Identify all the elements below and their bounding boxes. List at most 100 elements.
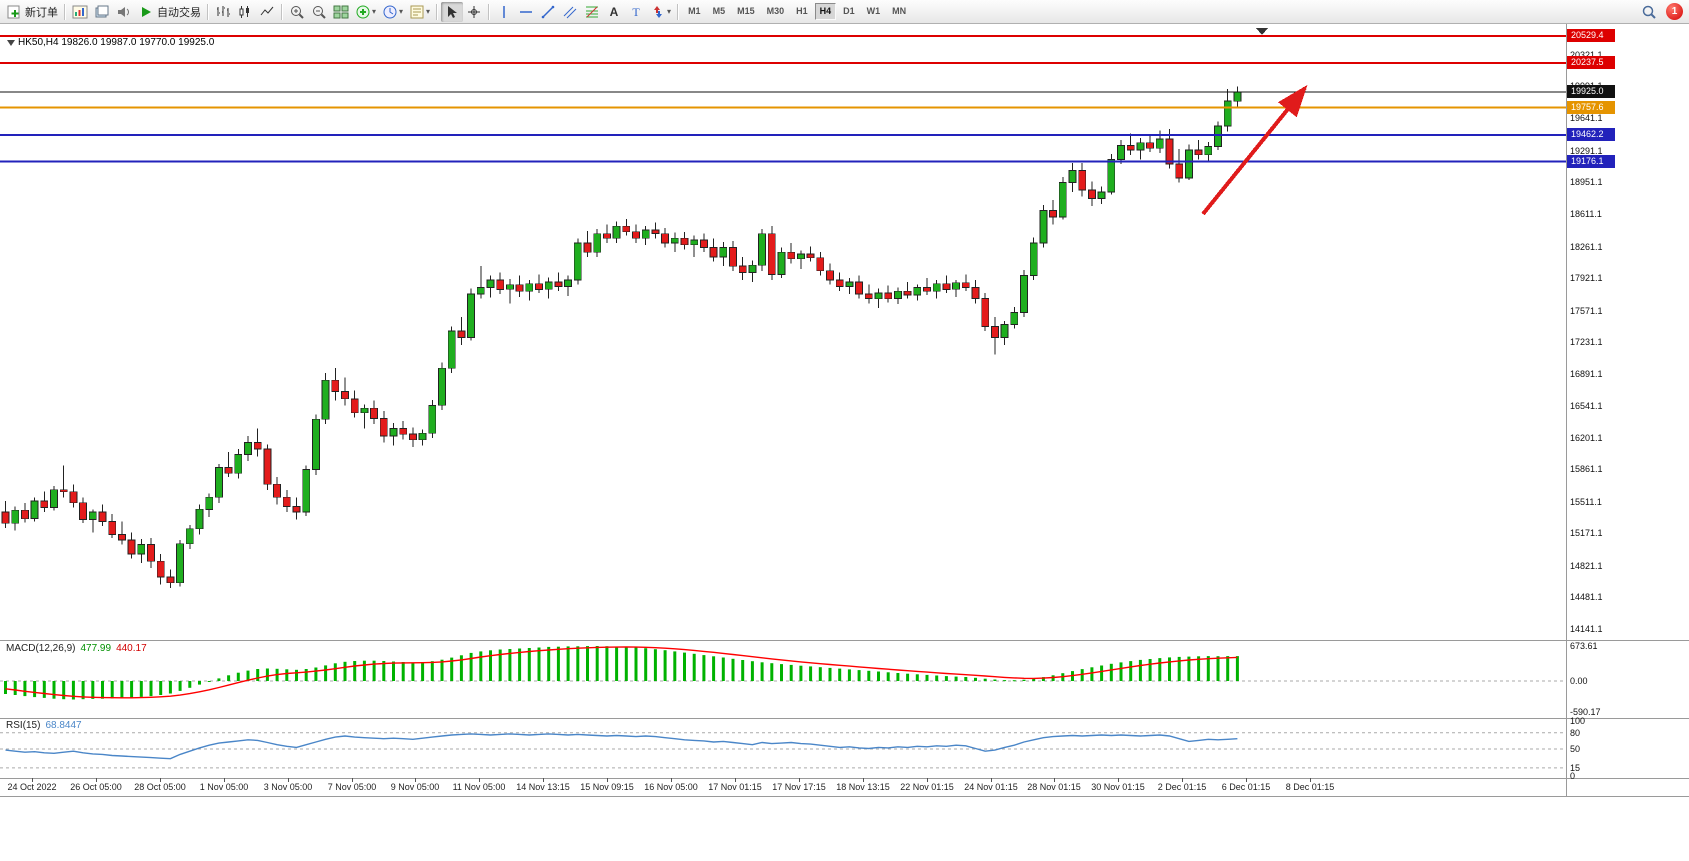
time-axis-tick — [1182, 778, 1183, 782]
candle-body — [1175, 163, 1184, 179]
macd-histogram-bar — [974, 677, 977, 681]
templates-button[interactable]: ▾ — [406, 2, 433, 22]
price-axis-label: 19291.1 — [1570, 146, 1603, 156]
candle-body — [1146, 142, 1154, 149]
price-tag-19925.0: 19925.0 — [1567, 85, 1615, 98]
sound-button[interactable] — [113, 2, 135, 22]
rsi-indicator-pane[interactable] — [0, 719, 1566, 778]
candlestick-chart-button[interactable] — [234, 2, 256, 22]
symbol-marker-icon — [7, 40, 15, 46]
macd-histogram-bar — [673, 651, 677, 681]
macd-histogram-bar — [702, 655, 706, 681]
new-order-button[interactable]: 新订单 — [3, 2, 61, 22]
macd-histogram-bar — [692, 653, 696, 681]
dropdown-arrow-icon[interactable]: ▾ — [372, 7, 377, 16]
charts-window-button[interactable] — [69, 2, 91, 22]
macd-histogram-bar — [1197, 656, 1201, 681]
price-axis-label: 19641.1 — [1570, 113, 1603, 123]
candle-body — [1155, 138, 1164, 149]
tile-windows-button[interactable] — [330, 2, 352, 22]
candle-body — [50, 489, 58, 508]
candle-body — [525, 283, 534, 292]
macd-histogram-bar — [314, 667, 318, 681]
macd-histogram-bar — [721, 657, 725, 681]
macd-histogram-bar — [653, 649, 657, 681]
search-icon[interactable] — [1641, 4, 1657, 20]
timeframe-button-m5[interactable]: M5 — [712, 6, 726, 16]
profiles-button[interactable] — [91, 2, 113, 22]
candle-body — [457, 330, 466, 339]
price-chart-pane[interactable] — [0, 24, 1566, 640]
timeframe-button-w1[interactable]: W1 — [866, 6, 881, 16]
annotation-arrow[interactable] — [1201, 84, 1308, 216]
zoom-out-button[interactable] — [308, 2, 330, 22]
candle-body — [593, 233, 602, 253]
timeframe-button-m30[interactable]: M30 — [766, 6, 785, 16]
macd-histogram-bar — [450, 657, 454, 681]
macd-axis-label: -590.17 — [1570, 707, 1601, 717]
macd-histogram-bar — [246, 670, 250, 681]
auto-trading-button[interactable]: 自动交易 — [135, 2, 204, 22]
label-icon: T — [628, 4, 644, 20]
crosshair-button[interactable] — [463, 2, 485, 22]
time-axis-label: 14 Nov 13:15 — [516, 782, 570, 792]
timeframe-button-m15[interactable]: M15 — [737, 6, 755, 16]
toolbar-right-group: 1 — [1641, 3, 1683, 20]
timeframe-button-h4[interactable]: H4 — [814, 3, 837, 20]
candle-body — [719, 247, 728, 258]
bar-chart-button[interactable] — [212, 2, 234, 22]
macd-histogram-bar — [362, 660, 366, 681]
timeframe-button-h1[interactable]: H1 — [796, 6, 808, 16]
candle-body — [942, 283, 951, 290]
timeframe-button-m1[interactable]: M1 — [688, 6, 701, 16]
toolbar-separator — [436, 3, 439, 20]
candle-body — [845, 281, 854, 287]
time-axis-tick — [288, 778, 289, 782]
chart-shift-icon[interactable] — [1256, 28, 1268, 35]
candle-body — [273, 483, 282, 498]
line-chart-button[interactable] — [256, 2, 278, 22]
time-axis-tick — [607, 778, 608, 782]
pane-separator[interactable] — [0, 640, 1689, 641]
channel-button[interactable] — [559, 2, 581, 22]
candle-body — [748, 264, 757, 273]
line-chart-icon — [259, 4, 275, 20]
horizontal-line-button[interactable] — [515, 2, 537, 22]
indicators-button[interactable]: ▾ — [352, 2, 379, 22]
timeframe-button-d1[interactable]: D1 — [843, 6, 855, 16]
templates-icon — [409, 4, 425, 20]
rsi-line — [5, 733, 1238, 760]
dropdown-arrow-icon[interactable]: ▾ — [426, 7, 431, 16]
label-button[interactable]: T — [625, 2, 647, 22]
cursor-button[interactable] — [441, 1, 464, 22]
candle-body — [835, 279, 844, 288]
pane-separator[interactable] — [0, 718, 1689, 719]
price-tag-20529.4: 20529.4 — [1567, 29, 1615, 42]
arrow-tools-button[interactable]: ▾ — [647, 2, 674, 22]
macd-histogram-bar — [333, 663, 337, 681]
trendline-button[interactable] — [537, 2, 559, 22]
candle-body — [632, 231, 640, 239]
text-button[interactable]: A — [603, 2, 625, 22]
price-axis-label: 17921.1 — [1570, 273, 1603, 283]
periods-button[interactable]: ▾ — [379, 2, 406, 22]
candle-body — [1, 511, 10, 524]
rsi-label: RSI(15) 68.8447 — [6, 720, 82, 731]
vertical-line-button[interactable] — [493, 2, 515, 22]
macd-histogram-bar — [857, 670, 861, 681]
time-axis-tick — [735, 778, 736, 782]
dropdown-arrow-icon[interactable]: ▾ — [399, 7, 404, 16]
macd-histogram-bar — [1119, 662, 1123, 681]
macd-indicator-pane[interactable] — [0, 641, 1566, 718]
macd-histogram-bar — [1100, 665, 1104, 681]
candle-body — [767, 233, 776, 275]
dropdown-arrow-icon[interactable]: ▾ — [667, 7, 672, 16]
fibonacci-button[interactable] — [581, 2, 603, 22]
candle-body — [1058, 182, 1067, 218]
candle-body — [622, 225, 631, 233]
time-axis-tick — [352, 778, 353, 782]
notification-badge[interactable]: 1 — [1666, 3, 1683, 20]
timeframe-button-mn[interactable]: MN — [892, 6, 907, 16]
zoom-in-button[interactable] — [286, 2, 308, 22]
candle-body — [389, 428, 398, 437]
